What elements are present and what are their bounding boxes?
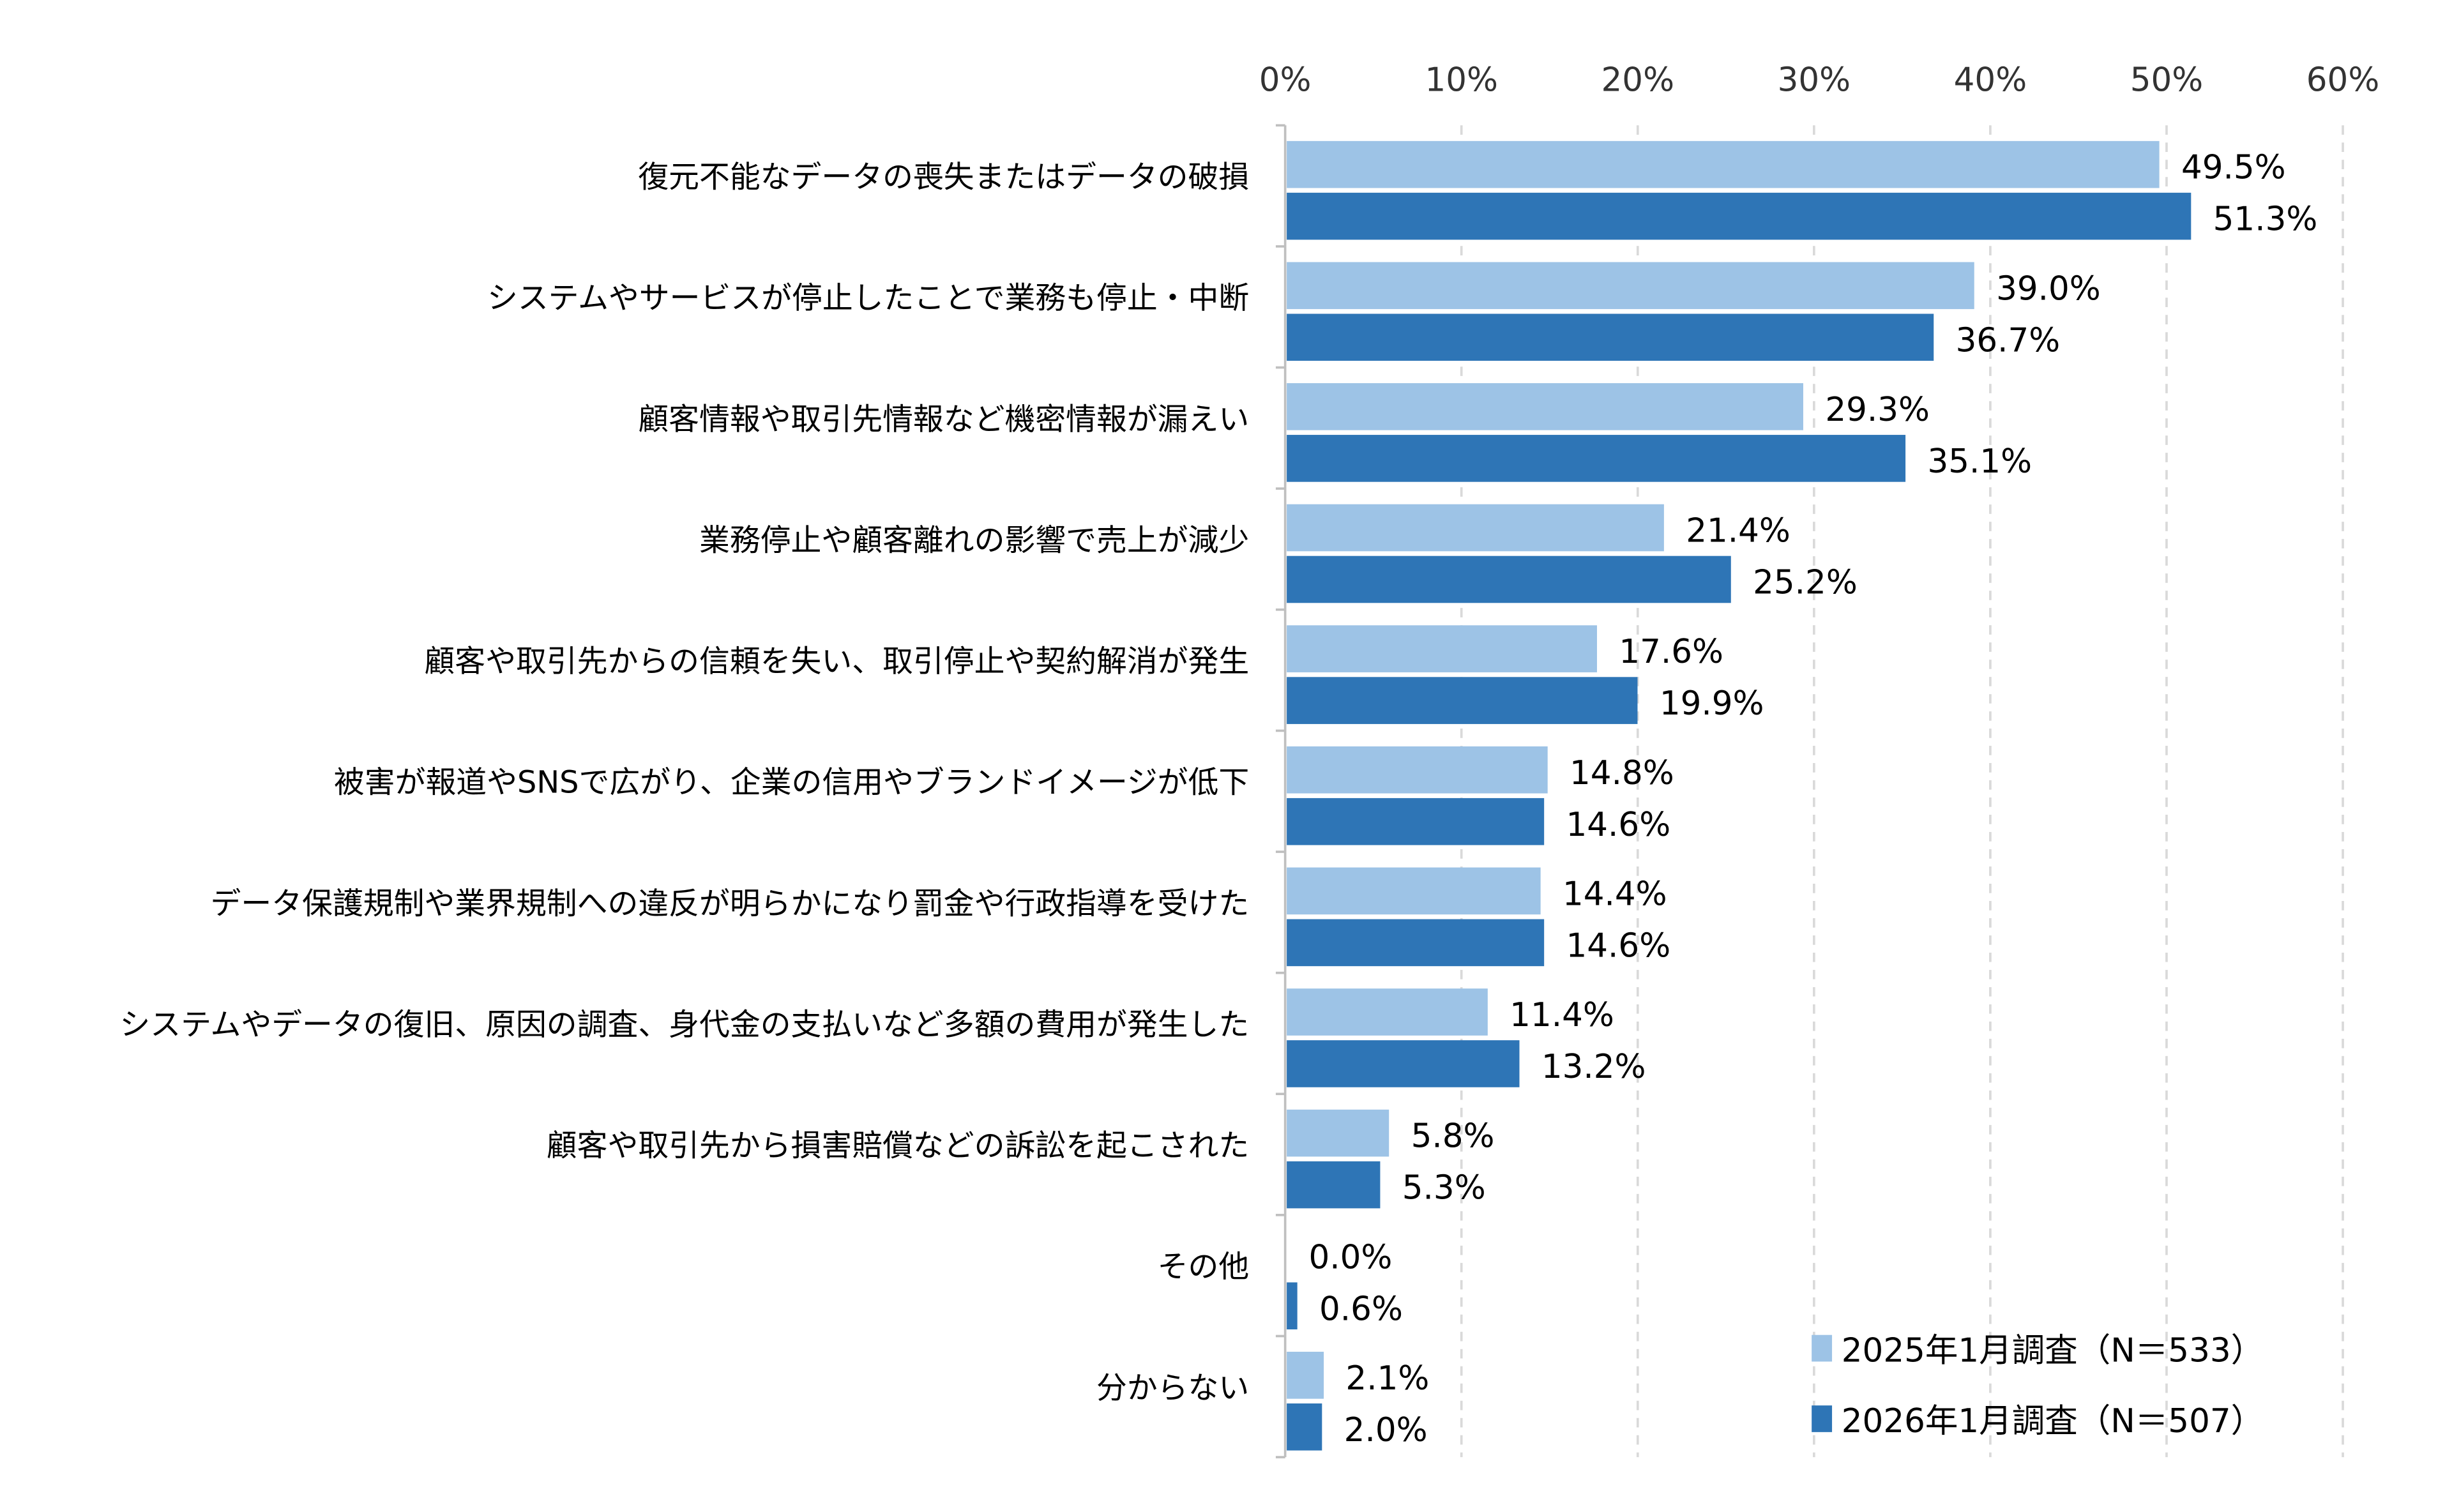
- category-label: 分からない: [1096, 1371, 1249, 1406]
- data-label: 13.2%: [1541, 1048, 1646, 1086]
- data-label: 5.3%: [1402, 1169, 1486, 1207]
- bar-2026: [1287, 1403, 1322, 1451]
- data-label: 0.0%: [1308, 1238, 1392, 1276]
- bar-2025: [1287, 1352, 1324, 1399]
- bar-2025: [1287, 988, 1488, 1036]
- category-label: データ保護規制や業界規制への違反が明らかになり罰金や行政指導を受けた: [211, 886, 1250, 921]
- bar-2026: [1287, 1282, 1298, 1330]
- bar-2026: [1287, 435, 1906, 482]
- legend-swatch-2026: [1812, 1405, 1833, 1432]
- x-tick-label: 50%: [2130, 61, 2204, 99]
- x-tick-label: 30%: [1778, 61, 1851, 99]
- bar-2026: [1287, 314, 1934, 361]
- bar-2025: [1287, 1109, 1389, 1157]
- legend: 2025年1月調査（N＝533） 2026年1月調査（N＝507）: [1812, 1331, 2264, 1440]
- data-label: 25.2%: [1753, 564, 1858, 602]
- bar-2025: [1287, 625, 1597, 672]
- category-label: 顧客情報や取引先情報など機密情報が漏えい: [638, 402, 1249, 437]
- data-label: 51.3%: [2213, 200, 2318, 239]
- data-label: 35.1%: [1927, 442, 2032, 481]
- x-tick-label: 40%: [1954, 61, 2027, 99]
- x-axis-ticks: 0% 10% 20% 30% 40% 50% 60%: [1259, 61, 2379, 99]
- bar-2025: [1287, 867, 1541, 915]
- x-tick-label: 0%: [1259, 61, 1312, 99]
- bar-2026: [1287, 192, 2191, 240]
- gridlines: [1275, 124, 2344, 1458]
- data-label: 17.6%: [1619, 633, 1723, 671]
- bar-2025: [1287, 262, 1974, 310]
- category-label: その他: [1158, 1250, 1250, 1285]
- bar-2026: [1287, 1040, 1520, 1087]
- data-label: 2.1%: [1345, 1359, 1429, 1398]
- bar-2025: [1287, 504, 1664, 552]
- category-label: システムやデータの復旧、原因の調査、身代金の支払いなど多額の費用が発生した: [119, 1008, 1249, 1043]
- data-label: 0.6%: [1319, 1290, 1403, 1328]
- bars: [1287, 140, 2191, 1451]
- data-label: 21.4%: [1686, 512, 1790, 550]
- bar-2025: [1287, 383, 1803, 430]
- category-label: 復元不能なデータの喪失またはデータの破損: [638, 160, 1249, 195]
- data-label: 2.0%: [1344, 1411, 1428, 1449]
- data-label: 11.4%: [1510, 996, 1614, 1034]
- data-label: 29.3%: [1825, 391, 1930, 429]
- bar-2026: [1287, 1161, 1381, 1209]
- data-label: 19.9%: [1660, 684, 1764, 723]
- data-label: 14.6%: [1566, 926, 1671, 965]
- x-tick-label: 60%: [2306, 61, 2380, 99]
- data-label: 14.4%: [1563, 875, 1667, 913]
- data-label: 49.5%: [2181, 149, 2286, 187]
- x-tick-label: 20%: [1601, 61, 1675, 99]
- value-labels: 49.5% 51.3% 39.0% 36.7% 29.3% 35.1% 21.4% 25.2%…: [1308, 149, 2317, 1449]
- category-label: 顧客や取引先からの信頼を失い、取引停止や契約解消が発生: [424, 644, 1249, 679]
- data-label: 14.8%: [1570, 754, 1674, 792]
- bar-2026: [1287, 556, 1731, 603]
- data-label: 14.6%: [1566, 806, 1671, 844]
- category-labels: 復元不能なデータの喪失またはデータの破損システムやサービスが停止したことで業務も…: [119, 160, 1249, 1406]
- category-label: 顧客や取引先から損害賠償などの訴訟を起こされた: [547, 1129, 1249, 1164]
- bar-2025: [1287, 746, 1548, 794]
- data-label: 39.0%: [1996, 269, 2101, 308]
- bar-2026: [1287, 798, 1545, 845]
- x-tick-label: 10%: [1425, 61, 1498, 99]
- category-label: 被害が報道やSNSで広がり、企業の信用やブランドイメージが低下: [334, 766, 1249, 801]
- data-label: 36.7%: [1956, 321, 2061, 359]
- data-label: 5.8%: [1411, 1117, 1495, 1156]
- bar-2025: [1287, 140, 2160, 188]
- category-label: システムやサービスが停止したことで業務も停止・中断: [487, 281, 1249, 316]
- legend-label-2025: 2025年1月調査（N＝533）: [1842, 1331, 2264, 1370]
- bar-2026: [1287, 919, 1545, 967]
- legend-label-2026: 2026年1月調査（N＝507）: [1842, 1402, 2264, 1440]
- legend-swatch-2025: [1812, 1334, 1833, 1362]
- category-label: 業務停止や顧客離れの影響で売上が減少: [699, 523, 1249, 558]
- bar-2026: [1287, 677, 1638, 724]
